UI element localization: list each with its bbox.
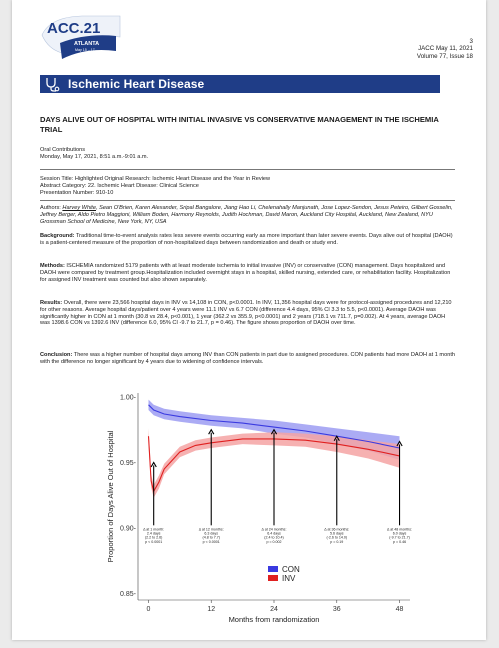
annotation-text: p = 0.002 — [266, 540, 281, 544]
annotation-text: (-9.7 to 21.7) — [389, 536, 410, 540]
background-section: Background: Traditional time-to-event an… — [40, 233, 456, 247]
annotation-text: (-2.6 to 14.0) — [326, 536, 347, 540]
legend-swatch-inv — [268, 575, 278, 581]
abstract-category: Abstract Category: 22. Ischemic Heart Di… — [40, 182, 199, 189]
conclusion-text: There was a higher number of hospital da… — [40, 352, 455, 365]
methods-section: Methods: ISCHEMIA randomized 5179 patien… — [40, 263, 456, 283]
logo-dates: May 15 – 17 — [75, 48, 95, 52]
methods-label: Methods: — [40, 263, 65, 269]
y-tick-label: 0.95- — [120, 460, 137, 467]
annotation-text: p = 0.46 — [393, 540, 406, 544]
series-line-inv — [147, 436, 400, 493]
authors-label: Authors: — [40, 205, 61, 211]
annotation-text: (4.8 to 7.7) — [203, 536, 220, 540]
results-text: Overall, there were 23,566 hospital days… — [40, 300, 452, 327]
background-text: Traditional time-to-event analysis rates… — [40, 233, 453, 246]
annotation-text: (2.2 to 2.6) — [145, 536, 162, 540]
session-time: Monday, May 17, 2021, 8:51 a.m.-9:01 a.m… — [40, 153, 149, 160]
section-title: Ischemic Heart Disease — [68, 77, 205, 91]
presenting-author: Harvey White — [62, 205, 96, 211]
annotation-text: Δ at 1 month: — [143, 527, 164, 531]
journal-info: 3 JACC May 11, 2021 Volume 77, Issue 18 — [417, 38, 473, 60]
legend-swatch-con — [268, 566, 278, 572]
conclusion-label: Conclusion: — [40, 352, 73, 358]
session-type: Oral Contributions — [40, 147, 86, 153]
results-section: Results: Overall, there were 23,566 hosp… — [40, 300, 456, 327]
article-title: DAYS ALIVE OUT OF HOSPITAL WITH INITIAL … — [40, 115, 439, 134]
x-tick-label: 36 — [333, 606, 341, 613]
arrow-head — [208, 428, 215, 435]
section-banner: Ischemic Heart Disease — [40, 75, 440, 93]
x-tick-label: 24 — [270, 606, 278, 613]
y-axis-label: Proportion of Days Alive Out of Hospital — [106, 430, 115, 562]
journal-volume: Volume 77, Issue 18 — [416, 52, 473, 60]
journal-date: JACC May 11, 2021 — [418, 45, 473, 53]
annotation-text: 6.3 days — [204, 532, 218, 536]
annotation-text: Δ at 48 months: — [387, 527, 412, 531]
annotation-text: p < 0.0001 — [145, 540, 162, 544]
annotation-text: 6.4 days — [267, 532, 281, 536]
y-tick-label: 0.85- — [120, 591, 137, 598]
x-tick-label: 0 — [147, 606, 151, 613]
annotation-text: 2.4 days — [147, 532, 161, 536]
divider — [40, 200, 455, 201]
annotation-text: Δ at 36 months: — [324, 527, 349, 531]
arrow-head — [150, 461, 157, 468]
logo-text: ACC.21 — [47, 20, 100, 37]
arrow-head — [333, 435, 340, 442]
stethoscope-icon — [46, 78, 60, 92]
annotation-text: p = 0.19 — [330, 540, 343, 544]
logo-city: ATLANTA — [74, 41, 99, 47]
divider — [40, 169, 455, 170]
x-axis-label: Months from randomization — [229, 615, 320, 624]
acc21-atlanta-logo: ACC.21 ATLANTA May 15 – 17 — [41, 15, 121, 59]
presentation-number: Presentation Number: 910-10 — [40, 189, 114, 196]
author-list: Authors: Harvey White, Sean O'Brien, Kar… — [40, 205, 456, 226]
series-line-con — [148, 404, 400, 449]
session-details: Session Title: Highlighted Original Rese… — [40, 176, 450, 197]
legend-label-con: CON — [282, 565, 300, 574]
annotation-text: (2.4 to 10.4) — [264, 536, 283, 540]
annotation-text: p < 0.0001 — [203, 540, 220, 544]
background-label: Background: — [40, 233, 75, 239]
page-number: 3 — [469, 38, 473, 45]
annotation-text: Δ at 12 months: — [199, 527, 224, 531]
y-tick-label: 0.90- — [120, 525, 137, 532]
annotation-text: Δ at 24 months: — [262, 527, 287, 531]
session-title: Session Title: Highlighted Original Rese… — [40, 176, 271, 182]
authors-text: , Sean O'Brien, Karen Alexander, Sripal … — [40, 205, 453, 225]
methods-text: ISCHEMIA randomized 5179 patients with a… — [40, 263, 451, 283]
x-tick-label: 12 — [207, 606, 215, 613]
annotation-text: 5.6 days — [330, 532, 344, 536]
conclusion-section: Conclusion: There was a higher number of… — [40, 352, 456, 366]
legend-label-inv: INV — [282, 574, 296, 583]
y-tick-label: 1.00- — [120, 394, 137, 401]
session-info: Oral Contributions Monday, May 17, 2021,… — [40, 147, 450, 161]
results-label: Results: — [40, 300, 63, 306]
arrow-head — [396, 440, 403, 447]
x-tick-label: 48 — [396, 606, 404, 613]
arrow-head — [270, 428, 278, 435]
annotation-text: 6.0 days — [393, 532, 407, 536]
